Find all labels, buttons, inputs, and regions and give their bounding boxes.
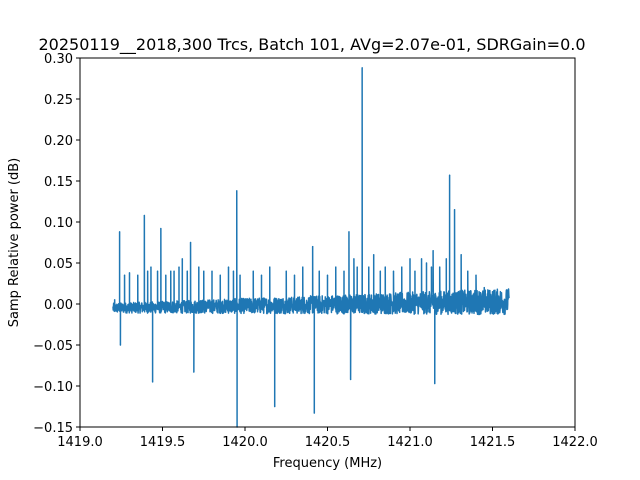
y-axis-label: Samp Relative power (dB) (7, 158, 22, 327)
spike-point (409, 258, 411, 260)
spike-point (368, 266, 370, 268)
spike-point (119, 344, 122, 346)
spike-point (173, 270, 175, 272)
spike-point (274, 405, 276, 408)
spike-point (186, 270, 188, 272)
x-tick-label: 1419.0 (57, 435, 103, 450)
spike-point (379, 270, 381, 272)
spike-point (445, 258, 447, 260)
spike-point (335, 266, 337, 268)
spike-point (160, 227, 162, 230)
plot-area (112, 67, 510, 428)
spike-point (152, 381, 154, 383)
spike-point (227, 266, 230, 268)
x-tick-label: 1419.5 (140, 435, 186, 450)
spike-point (211, 270, 213, 272)
spike-point (239, 274, 241, 276)
spike-point (193, 371, 195, 373)
x-tick-label: 1421.0 (387, 435, 433, 450)
spike-point (392, 270, 395, 272)
spike-point (181, 258, 183, 260)
spike-point (302, 266, 304, 268)
spike-point (293, 274, 296, 276)
spike-point (414, 270, 416, 272)
series-line (112, 67, 510, 428)
spike-point (150, 266, 152, 268)
y-tick-label: 0.00 (44, 298, 73, 313)
spike-point (260, 274, 263, 276)
x-tick-label: 1420.5 (305, 435, 351, 450)
axes-frame (79, 57, 576, 428)
x-axis-label: Frequency (MHz) (273, 456, 382, 471)
spike-point (203, 270, 205, 272)
spike-point (189, 241, 192, 244)
spike-point (123, 274, 126, 276)
spike-point (356, 266, 358, 268)
spike-point (137, 274, 139, 276)
spike-point (318, 270, 320, 272)
spike-point (434, 382, 436, 385)
y-tick-label: 0.05 (44, 257, 73, 272)
spike-point (453, 209, 456, 211)
spike-point (312, 246, 314, 248)
y-tick-label: 0.10 (44, 216, 73, 231)
spike-point (128, 272, 131, 274)
spike-point (432, 250, 434, 252)
y-tick-label: −0.15 (33, 421, 73, 436)
spike-point (198, 266, 200, 268)
spike-point (170, 270, 172, 272)
spike-point (156, 270, 159, 272)
y-tick-label: 0.30 (44, 52, 73, 67)
y-tick-label: 0.20 (44, 134, 73, 149)
spike-point (119, 231, 121, 233)
spike-point (460, 254, 462, 256)
spike-point (147, 270, 149, 272)
y-tick-label: 0.15 (44, 175, 73, 190)
spike-point (353, 258, 355, 260)
y-tick-label: −0.10 (33, 380, 73, 395)
spike-point (384, 266, 386, 268)
y-axis: −0.15 −0.10 −0.05 0.00 0.05 0.10 0.15 0.20 0.25 0… (33, 52, 80, 436)
chart-title: 20250119__2018,300 Trcs, Batch 101, AVg=… (38, 35, 585, 55)
y-tick-label: −0.05 (33, 339, 73, 354)
spike-point (439, 266, 441, 268)
spike-point (269, 266, 271, 268)
spike-point (232, 270, 235, 272)
spike-point (449, 174, 451, 176)
spike-point (348, 231, 350, 233)
spike-point (350, 378, 352, 381)
spike-point (236, 190, 238, 192)
spike-point (252, 270, 254, 272)
y-tick-label: 0.25 (44, 93, 73, 108)
spike-point (483, 287, 485, 289)
spike-point (285, 270, 287, 272)
spike-point (475, 274, 477, 276)
x-tick-label: 1421.5 (470, 435, 516, 450)
spike-point (373, 254, 375, 256)
x-axis: 1419.0 1419.5 1420.0 1420.5 1421.0 1421.5 1422… (57, 427, 598, 450)
spike-point (343, 270, 345, 272)
spike-point (401, 266, 403, 268)
spike-point (491, 291, 494, 293)
spike-point (219, 274, 221, 276)
spike-point (165, 274, 167, 276)
spike-point (425, 262, 428, 264)
x-tick-label: 1422.0 (552, 435, 598, 450)
spike-point (361, 67, 363, 69)
spike-point (420, 258, 423, 260)
spike-point (500, 295, 502, 297)
spike-point (326, 274, 329, 276)
spike-point (467, 270, 469, 272)
spike-point (178, 266, 180, 268)
spike-point (114, 299, 116, 301)
spike-point (430, 266, 433, 268)
spike-point (143, 214, 145, 217)
spike-point (313, 412, 315, 414)
x-tick-label: 1420.0 (222, 435, 268, 450)
